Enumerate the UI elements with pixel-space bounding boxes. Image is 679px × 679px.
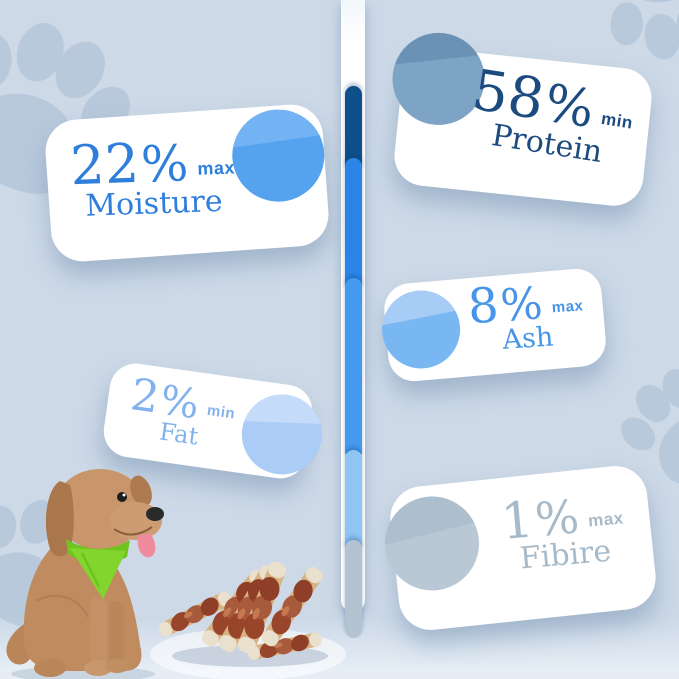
- ash-qualifier: max: [551, 297, 584, 317]
- protein-qualifier: min: [599, 108, 635, 133]
- fat-qualifier: min: [205, 401, 237, 423]
- dog-nose: [146, 507, 164, 521]
- dog-eye-glint: [122, 493, 126, 497]
- card-ash: 8% max Ash: [378, 266, 608, 384]
- bar-segment-bright-blue: [345, 158, 362, 294]
- fibre-qualifier: max: [587, 508, 625, 531]
- fat-text: 2% min Fat: [107, 369, 257, 457]
- dog-haunch-line: [35, 594, 89, 618]
- bar-segment-dark-navy: [345, 86, 362, 174]
- bar-segment-light-blue: [345, 450, 362, 554]
- moisture-value: 22: [69, 131, 141, 198]
- moisture-text: 22% max Moisture: [54, 131, 252, 224]
- fibre-circle-badge: [380, 491, 484, 596]
- ash-circle-badge: [378, 287, 464, 372]
- card-fibre: 1% max Fibire: [380, 462, 659, 634]
- dog-mouth: [113, 526, 153, 536]
- fibre-value: 1: [498, 490, 536, 551]
- dog-bandana-fold: [81, 552, 100, 588]
- card-moisture: 22% max Moisture: [43, 102, 331, 264]
- dog-front-leg: [109, 601, 124, 665]
- dog-eye: [117, 492, 127, 502]
- chew-sticks-illustration: [148, 512, 348, 679]
- fibre-text: 1% max Fibire: [481, 485, 645, 578]
- dog-paw: [84, 660, 112, 676]
- protein-text: 58% min Protein: [456, 57, 647, 174]
- moisture-qualifier: max: [197, 157, 236, 179]
- dog-paw: [34, 659, 66, 677]
- moisture-label: Moisture: [84, 183, 224, 224]
- bar-segment-medium-blue: [345, 278, 362, 460]
- bar-segment-gray-blue: [345, 540, 362, 638]
- percent-sign: %: [140, 134, 190, 194]
- ash-text: 8% max Ash: [453, 274, 600, 358]
- dog-tongue: [137, 534, 156, 558]
- dog-ear: [45, 481, 74, 557]
- dog-ear: [130, 475, 152, 507]
- protein-value: 58: [467, 57, 549, 134]
- fat-value: 2: [127, 369, 163, 424]
- card-protein: 58% min Protein: [388, 28, 655, 209]
- percent-sign: %: [532, 489, 582, 547]
- dog-front-leg: [90, 597, 107, 667]
- dog-paw: [105, 659, 129, 673]
- dog-bandana-triangle: [70, 548, 126, 599]
- dog-illustration: [0, 447, 176, 679]
- ash-value: 8: [466, 277, 501, 336]
